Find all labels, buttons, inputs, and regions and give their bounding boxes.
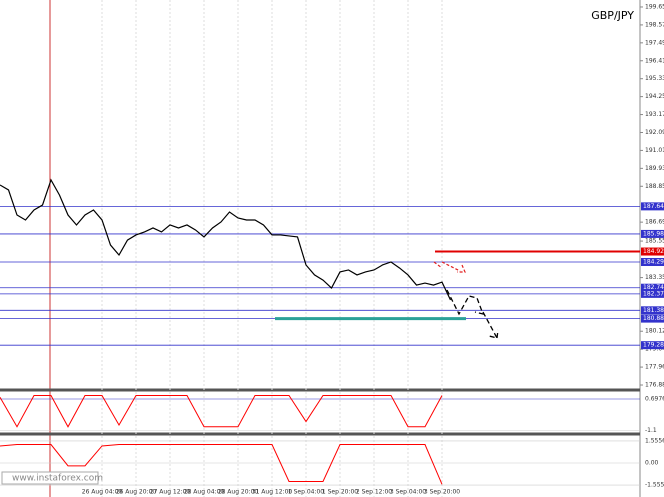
chart-title: GBP/JPY	[591, 9, 634, 22]
y-tick-label: 195.33	[645, 75, 664, 82]
x-tick-label: 1 Sep 04:00	[288, 489, 324, 496]
y-tick-label: 191.01	[645, 147, 664, 154]
level-label: 182.74	[643, 284, 664, 291]
level-box	[641, 314, 664, 323]
indicator-line	[0, 444, 443, 485]
y-tick-label: 176.88	[645, 382, 664, 389]
level-box	[641, 247, 664, 256]
level-label: 185.98	[643, 230, 664, 237]
y-tick-label: 180.12	[645, 328, 664, 335]
y-tick-label: -1.1	[645, 427, 657, 434]
level-box	[641, 257, 664, 266]
arrow	[446, 289, 499, 339]
y-tick-label: 196.41	[645, 57, 664, 64]
x-tick-label: 1 Sep 20:00	[322, 489, 358, 496]
watermark: www.instaforex.com	[12, 474, 103, 484]
level-label: 184.29	[643, 258, 664, 265]
y-tick-label: 0.00	[645, 460, 659, 467]
level-label: 184.92	[643, 248, 664, 255]
y-tick-label: 197.49	[645, 39, 664, 46]
x-tick-label: 27 Aug 12:00	[150, 489, 191, 496]
x-tick-label: 3 Sep 04:00	[390, 489, 426, 496]
y-tick-label: 177.96	[645, 364, 664, 371]
plot-bg	[0, 0, 640, 497]
x-tick-label: 3 Sep 20:00	[424, 489, 460, 496]
arrow	[433, 261, 466, 273]
y-tick-label: 189.93	[645, 165, 664, 172]
level-label: 179.28	[643, 342, 664, 349]
y-tick-label: 198.57	[645, 21, 664, 28]
level-box	[641, 202, 664, 211]
indicator-line	[0, 394, 443, 428]
y-tick-label: 192.09	[645, 129, 664, 136]
x-tick-label: 26 Aug 20:00	[116, 489, 157, 496]
level-box	[641, 289, 664, 298]
x-tick-label: 31 Aug 12:00	[252, 489, 293, 496]
level-box	[641, 306, 664, 315]
level-box	[641, 229, 664, 238]
x-tick-label: 2 Sep 12:00	[356, 489, 392, 496]
price-line	[0, 178, 452, 301]
level-box	[641, 341, 664, 350]
level-label: 181.38	[643, 307, 664, 314]
y-tick-label: 194.25	[645, 93, 664, 100]
y-tick-label: 186.69	[645, 219, 664, 226]
level-label: 187.64	[643, 203, 664, 210]
level-label: 182.37	[643, 290, 664, 297]
y-tick-label: 193.17	[645, 111, 664, 118]
y-tick-label: 183.35	[645, 274, 664, 281]
x-tick-label: 26 Aug 04:00	[82, 489, 123, 496]
y-tick-label: -1.5556	[645, 482, 664, 489]
y-tick-label: 199.65	[645, 3, 664, 10]
y-tick-label: 1.5556	[645, 437, 664, 444]
x-tick-label: 28 Aug 20:00	[218, 489, 259, 496]
y-tick-label: 0.6976	[645, 395, 664, 402]
level-box	[641, 283, 664, 292]
y-tick-label: 188.85	[645, 183, 664, 190]
watermark-box	[1, 471, 99, 485]
x-tick-label: 28 Aug 04:00	[184, 489, 225, 496]
level-label: 180.88	[643, 315, 664, 322]
y-tick-label: 185.55	[645, 238, 664, 245]
